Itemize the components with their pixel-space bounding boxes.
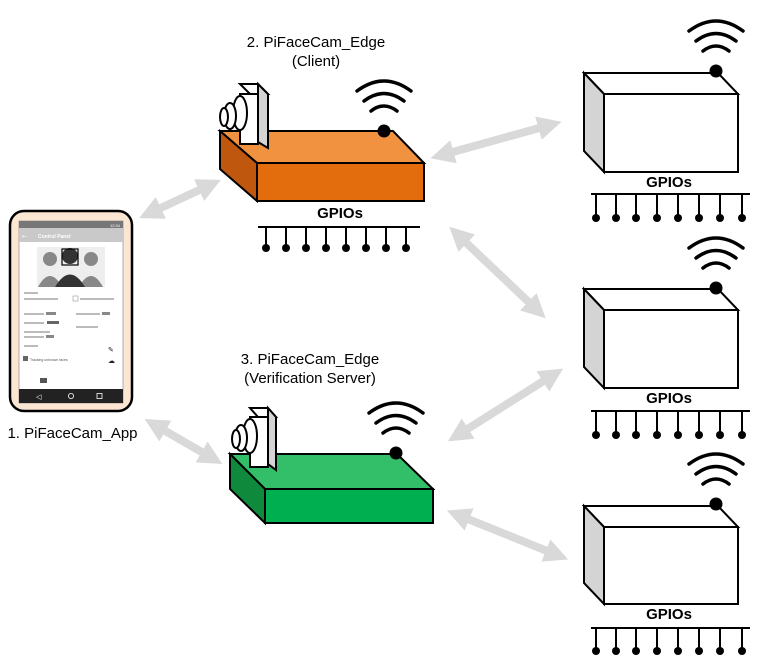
tracking-checkbox-label: Tracking unknown faces	[30, 358, 68, 362]
phone-app-bar	[19, 228, 123, 242]
server-wifi-icon	[367, 401, 425, 435]
arrow-client-device2	[449, 226, 546, 319]
device-1	[581, 19, 750, 222]
phone-nav-bar	[19, 389, 123, 403]
client-device	[217, 79, 427, 252]
client-gpio-bus	[258, 226, 420, 247]
client-wifi-icon	[355, 79, 413, 113]
menu-icon	[40, 378, 47, 383]
home-icon	[68, 392, 75, 399]
device-3	[581, 452, 750, 655]
connection-arrows	[139, 116, 569, 562]
tracking-checkbox	[23, 356, 28, 361]
phone-status-time: 12:34	[110, 223, 121, 228]
server-label: 3. PiFaceCam_Edge (Verification Server)	[210, 350, 410, 388]
faces-image	[37, 247, 105, 287]
device-3-wifi-icon	[687, 452, 745, 486]
device-1-wifi-icon	[687, 19, 745, 53]
arrow-app-server	[144, 418, 223, 465]
device-2	[581, 236, 750, 439]
arrow-app-client	[139, 179, 221, 219]
arrow-server-device2	[447, 368, 564, 442]
device-3-gpio-label: GPIOs	[646, 606, 692, 623]
client-camera-icon	[219, 81, 271, 150]
device-1-gpio-bus	[591, 193, 750, 217]
app-label: 1. PiFaceCam_App	[7, 425, 138, 442]
device-2-gpio-bus	[591, 410, 750, 434]
edit-icon: ✎	[108, 346, 114, 354]
arrow-server-device3	[446, 508, 569, 562]
server-front	[264, 488, 434, 524]
device-2-wifi-icon	[687, 236, 745, 270]
server-camera-icon	[231, 405, 279, 472]
client-gpio-label: GPIOs	[317, 205, 363, 222]
client-label-line1: 2. PiFaceCam_Edge	[246, 34, 386, 51]
device-2-gpio-label: GPIOs	[646, 390, 692, 407]
back-icon: ◁	[36, 393, 42, 401]
phone-status-bar	[19, 221, 123, 228]
client-label-line2: (Client)	[291, 53, 341, 70]
cloud-icon: ☁	[108, 357, 115, 365]
phone-screen-title: Control Panel	[38, 234, 71, 240]
server-label-line1: 3. PiFaceCam_Edge	[240, 351, 380, 368]
phone: Control Panel 12:34 ←	[8, 209, 134, 413]
device-1-gpio-label: GPIOs	[646, 174, 692, 191]
client-label: 2. PiFaceCam_Edge (Client)	[216, 33, 416, 71]
server-label-line2: (Verification Server)	[244, 370, 376, 387]
device-3-gpio-bus	[591, 627, 750, 650]
arrow-client-device1	[430, 116, 562, 164]
server-device	[227, 401, 436, 526]
settings-rows	[24, 292, 114, 347]
client-front	[256, 162, 425, 202]
back-arrow-icon: ←	[22, 233, 27, 240]
recent-icon	[96, 393, 103, 399]
